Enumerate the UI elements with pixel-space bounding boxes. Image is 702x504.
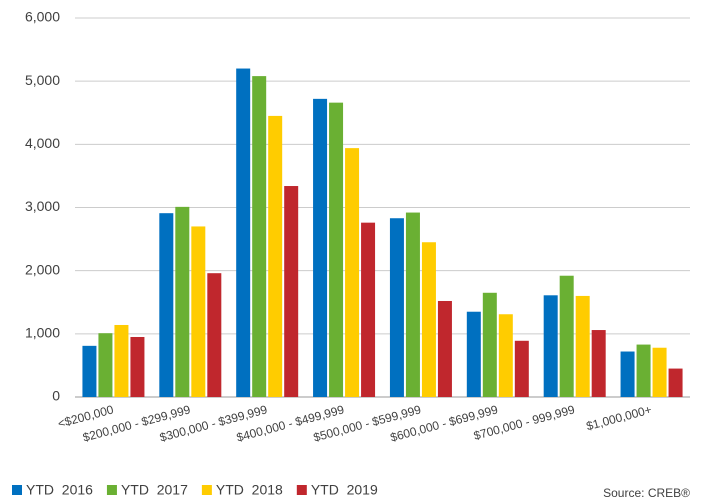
- bar: [482, 292, 497, 397]
- y-tick-label: 1,000: [25, 325, 60, 341]
- x-tick-label: $1,000,000+: [585, 402, 653, 433]
- bar: [389, 218, 404, 397]
- bar: [268, 115, 283, 398]
- y-tick-label: 2,000: [25, 261, 60, 277]
- y-tick-label: 4,000: [25, 135, 60, 151]
- bar: [514, 340, 529, 397]
- bar: [191, 226, 206, 397]
- bar: [591, 330, 606, 397]
- legend-label: YTD 2016: [26, 482, 93, 498]
- bar: [207, 273, 222, 397]
- legend-swatch: [201, 485, 212, 495]
- bar: [329, 102, 344, 397]
- legend-label: YTD 2017: [121, 482, 188, 498]
- bar: [636, 344, 651, 397]
- legend-swatch: [12, 485, 22, 495]
- bar: [668, 368, 683, 397]
- bar: [313, 98, 328, 397]
- bar: [345, 148, 360, 397]
- bar: [620, 351, 635, 397]
- bar: [652, 347, 667, 397]
- bar: [559, 275, 574, 397]
- legend-swatch: [296, 485, 307, 495]
- bar: [284, 186, 299, 397]
- bar: [252, 76, 267, 397]
- bar: [437, 300, 452, 397]
- bar: [130, 336, 145, 397]
- source-note: Source: CREB®: [603, 486, 690, 500]
- bar: [543, 295, 558, 397]
- bar: [159, 213, 174, 397]
- legend-swatch: [106, 485, 117, 495]
- bar: [114, 324, 129, 397]
- y-tick-label: 0: [52, 388, 60, 404]
- y-tick-label: 3,000: [25, 198, 60, 214]
- bar: [466, 311, 481, 397]
- bar: [361, 222, 376, 397]
- bar: [498, 314, 513, 397]
- bar: [82, 345, 97, 397]
- y-tick-label: 5,000: [25, 72, 60, 88]
- bar: [236, 68, 251, 398]
- y-tick-label: 6,000: [25, 9, 60, 25]
- bar: [421, 242, 436, 397]
- bar: [98, 333, 113, 397]
- legend-label: YTD 2018: [216, 482, 283, 498]
- bar: [405, 212, 420, 397]
- bar: [175, 206, 190, 397]
- bar: [575, 295, 590, 397]
- legend-label: YTD 2019: [311, 482, 378, 498]
